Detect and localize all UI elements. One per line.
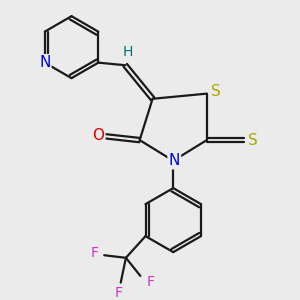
- Text: F: F: [91, 246, 99, 260]
- Text: N: N: [169, 153, 180, 168]
- Text: F: F: [114, 286, 122, 300]
- Text: S: S: [211, 83, 221, 98]
- Text: S: S: [248, 133, 258, 148]
- Text: H: H: [123, 45, 133, 59]
- Text: O: O: [92, 128, 104, 143]
- Text: F: F: [147, 275, 155, 289]
- Text: N: N: [39, 55, 50, 70]
